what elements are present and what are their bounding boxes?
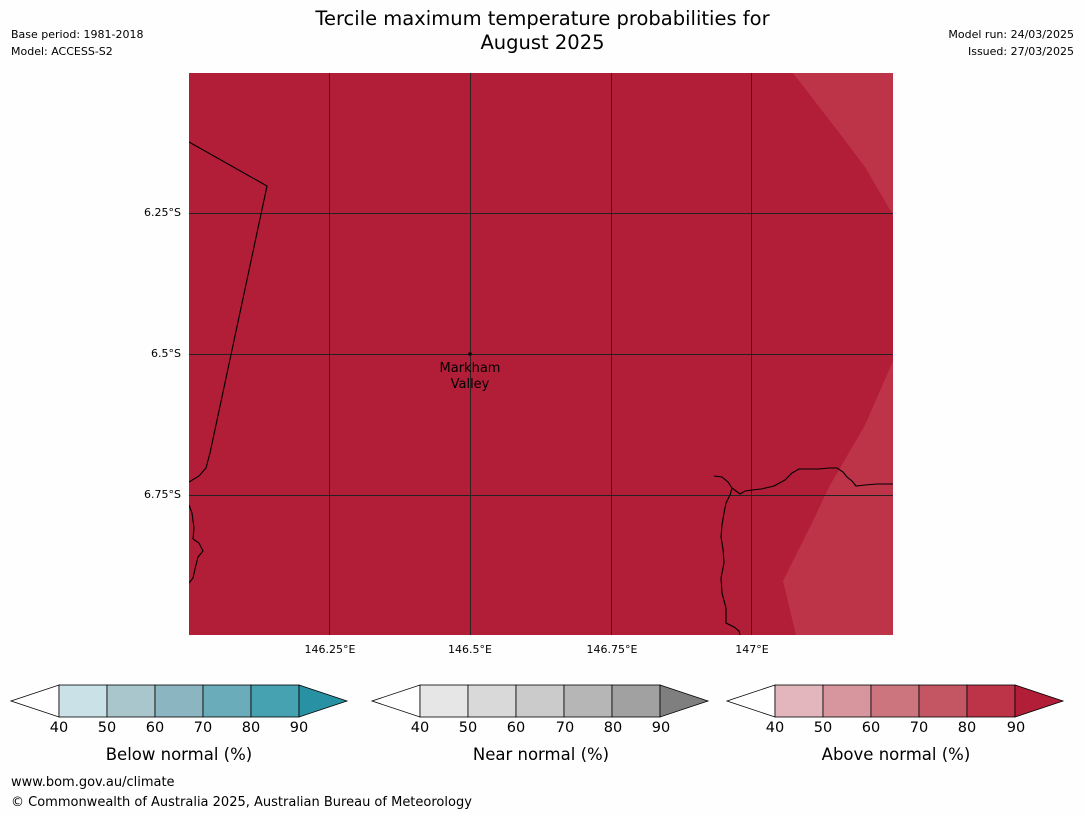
colorbar-tick: 40 [49, 720, 69, 736]
footer-url: www.bom.gov.au/climate [11, 775, 175, 790]
colorbar-swatch [966, 684, 1016, 718]
colorbar-min-extend [370, 684, 421, 718]
colorbars [9, 684, 1065, 718]
base-period-text: Base period: 1981-2018 [11, 28, 144, 41]
colorbar-max-extend [659, 684, 710, 718]
page-title: Tercile maximum temperature probabilitie… [240, 7, 845, 55]
metadata-left: Base period: 1981-2018 Model: ACCESS-S2 [11, 26, 143, 60]
colorbar-swatch [611, 684, 661, 718]
colorbar-tick: 80 [241, 720, 261, 736]
colorbar-tick: 60 [145, 720, 165, 736]
latitude-label: 6.5°S [151, 347, 181, 360]
latitude-label: 6.25°S [144, 206, 181, 219]
longitude-label: 146.25°E [304, 643, 356, 656]
map-canvas: Markham Valley [189, 73, 893, 635]
model-run-text: Model run: 24/03/2025 [948, 28, 1074, 41]
colorbar-tick: 80 [957, 720, 977, 736]
colorbar-max-extend [1014, 684, 1065, 718]
probability-map: Markham Valley [189, 73, 893, 635]
colorbar-swatch [202, 684, 252, 718]
colorbar-swatch [563, 684, 613, 718]
colorbar-tick: 70 [909, 720, 929, 736]
markham-valley-marker [468, 352, 472, 356]
colorbar-tick: 70 [193, 720, 213, 736]
colorbar-tick: 70 [555, 720, 575, 736]
longitude-label: 147°E [735, 643, 769, 656]
colorbar-tick: 50 [813, 720, 833, 736]
colorbar-above-title: Above normal (%) [821, 745, 971, 764]
place-label-line-2: Valley [451, 377, 490, 392]
colorbar-tick: 50 [458, 720, 478, 736]
probability-fill-70-80-northeast [793, 73, 893, 215]
colorbar-tick: 40 [765, 720, 785, 736]
colorbar-swatch [58, 684, 108, 718]
probability-fill-70-80-southeast [783, 361, 893, 635]
colorbar-tick: 80 [603, 720, 623, 736]
colorbar-tick: 60 [506, 720, 526, 736]
colorbar-tick: 90 [651, 720, 671, 736]
title-line-1: Tercile maximum temperature probabilitie… [315, 7, 770, 30]
model-text: Model: ACCESS-S2 [11, 45, 113, 58]
colorbar-swatch [515, 684, 565, 718]
colorbar-above-normal [725, 684, 1065, 718]
western-coastline [189, 504, 204, 584]
probability-fill-80-90 [189, 73, 893, 635]
place-label-line-1: Markham [440, 361, 501, 376]
provincial-boundary [189, 141, 268, 483]
colorbar-swatch [774, 684, 824, 718]
colorbar-tick: 50 [97, 720, 117, 736]
colorbar-swatch [467, 684, 517, 718]
colorbar-tick: 90 [289, 720, 309, 736]
colorbar-swatch [918, 684, 968, 718]
colorbar-swatch [419, 684, 469, 718]
colorbar-below-normal [9, 684, 349, 718]
river-coastline [720, 487, 741, 635]
boundaries [189, 141, 893, 635]
colorbar-tick: 90 [1006, 720, 1026, 736]
metadata-right: Model run: 24/03/2025 Issued: 27/03/2025 [948, 26, 1074, 60]
title-line-2: August 2025 [480, 31, 605, 54]
colorbar-swatch [822, 684, 872, 718]
colorbar-tick: 40 [410, 720, 430, 736]
northern-coastline [713, 467, 893, 495]
colorbar-swatch [870, 684, 920, 718]
footer-copyright: © Commonwealth of Australia 2025, Austra… [11, 795, 472, 810]
colorbar-max-extend [298, 684, 349, 718]
colorbar-near-normal [370, 684, 710, 718]
colorbar-min-extend [9, 684, 60, 718]
colorbar-tick: 60 [861, 720, 881, 736]
colorbar-swatch [154, 684, 204, 718]
longitude-label: 146.75°E [586, 643, 638, 656]
colorbar-swatch [250, 684, 300, 718]
longitude-label: 146.5°E [448, 643, 492, 656]
colorbar-min-extend [725, 684, 776, 718]
issued-text: Issued: 27/03/2025 [967, 45, 1074, 58]
colorbar-below-title: Below normal (%) [105, 745, 253, 764]
latitude-label: 6.75°S [144, 488, 181, 501]
colorbar-swatch [106, 684, 156, 718]
colorbar-near-title: Near normal (%) [472, 745, 610, 764]
